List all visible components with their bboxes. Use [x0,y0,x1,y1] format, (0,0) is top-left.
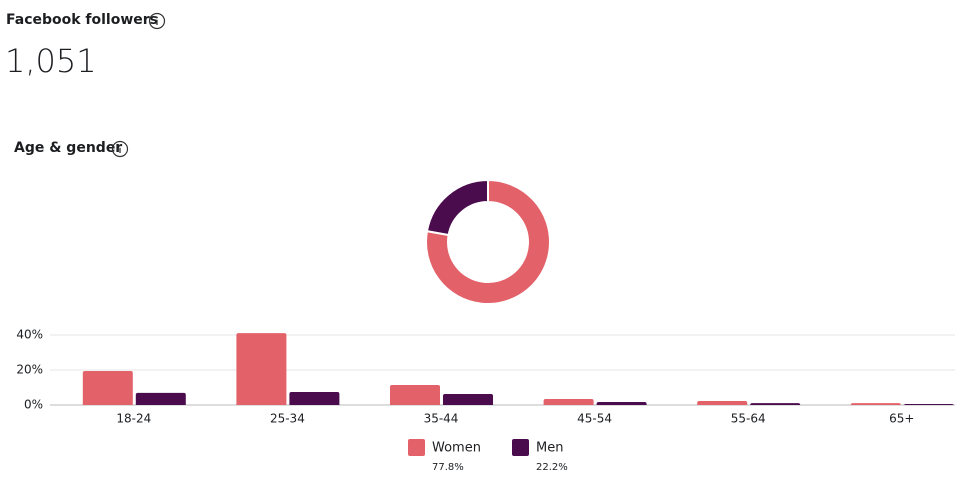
x-tick-label: 35-44 [424,412,459,426]
y-tick-label: 40% [16,328,43,342]
legend-swatch [408,439,425,456]
donut-slice [425,178,551,305]
legend-swatch [512,439,529,456]
x-tick-label: 65+ [889,412,914,426]
legend-percent: 77.8% [432,462,464,473]
legend-percent: 22.2% [536,462,568,473]
x-tick-label: 55-64 [731,412,766,426]
info-icon[interactable] [111,140,129,158]
follower-count: 1,051 [5,42,97,80]
y-tick-label: 0% [24,398,43,412]
info-icon[interactable] [148,12,166,30]
bar [443,393,493,405]
legend-label: Women [432,441,481,456]
x-tick-label: 45-54 [577,412,612,426]
bar [236,333,287,405]
bar [390,385,440,405]
y-tick-label: 20% [16,363,43,377]
bar [135,392,186,405]
bar [750,403,801,406]
x-tick-label: 18-24 [116,412,151,426]
bar [543,399,594,405]
section-title: Age & gender [14,140,122,156]
bar [850,403,901,406]
bar [903,403,954,406]
page-title: Facebook followers [6,12,158,28]
legend-label: Men [536,441,563,456]
bar [596,402,647,405]
x-tick-label: 25-34 [270,412,305,426]
bar [289,392,340,405]
bar [82,371,133,405]
bar [697,400,748,405]
donut-slice [425,178,489,237]
